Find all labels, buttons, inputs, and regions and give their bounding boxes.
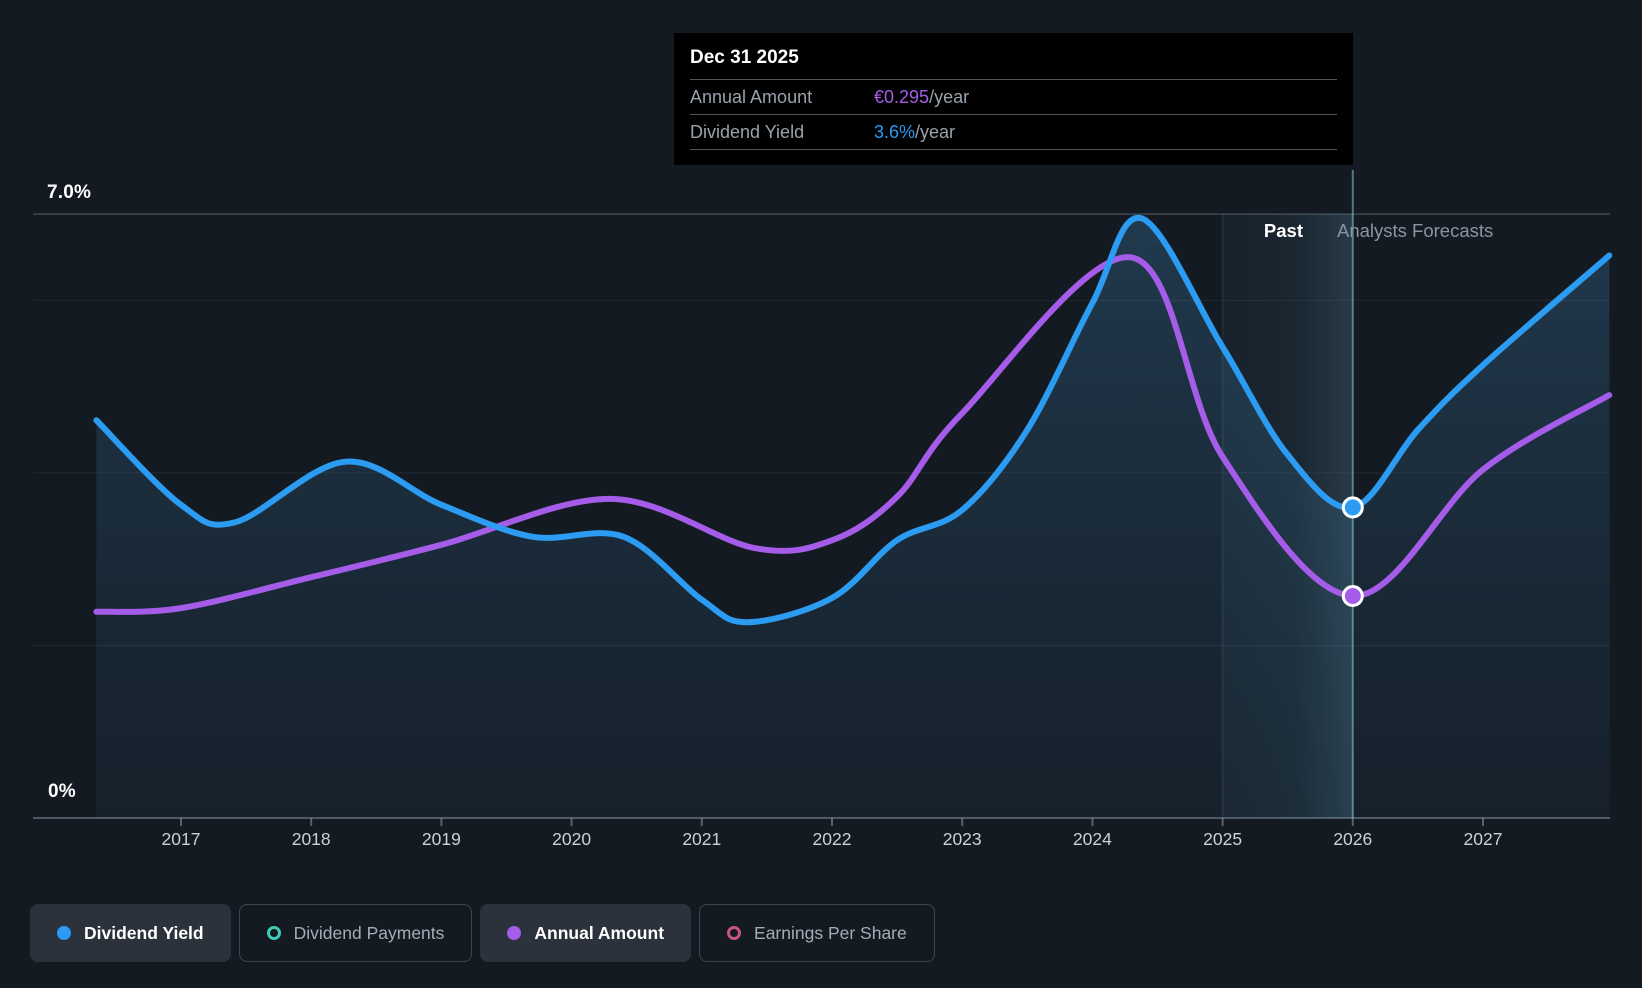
tooltip-value-annual-amount: €0.295 <box>874 86 930 107</box>
past-label: Past <box>1263 220 1303 241</box>
tooltip-label: Annual Amount <box>690 86 813 107</box>
tooltip-date: Dec 31 2025 <box>690 47 799 68</box>
legend-label: Earnings Per Share <box>754 922 907 943</box>
legend-label: Dividend Yield <box>84 922 204 943</box>
x-axis-label-2021: 2021 <box>682 829 722 849</box>
annual-amount-dot-icon <box>507 926 522 940</box>
hover-highlight-band <box>1222 214 1353 819</box>
tooltip-row-dividend-yield: Dividend Yield 3.6%/year <box>690 114 1337 150</box>
analysts-forecasts-label: Analysts Forecasts <box>1337 220 1494 241</box>
x-axis-label-2026: 2026 <box>1333 829 1373 849</box>
legend-item-annual-amount[interactable]: Annual Amount <box>480 904 692 962</box>
legend-item-dividend-payments[interactable]: Dividend Payments <box>238 904 473 962</box>
y-axis-label-top: 7.0% <box>47 182 92 203</box>
earnings-per-share-ring-icon <box>727 926 742 940</box>
tooltip-value-dividend-yield: 3.6% <box>874 121 916 142</box>
dividend-payments-ring-icon <box>266 926 281 940</box>
x-axis-label-2020: 2020 <box>552 829 592 849</box>
legend: Dividend Yield Dividend Payments Annual … <box>30 904 935 962</box>
tooltip-suffix: /year <box>915 121 956 142</box>
y-axis-label-bottom: 0% <box>48 781 76 802</box>
legend-label: Dividend Payments <box>293 922 445 943</box>
tooltip-label: Dividend Yield <box>690 121 805 142</box>
x-axis-label-2018: 2018 <box>291 829 331 849</box>
legend-item-dividend-yield[interactable]: Dividend Yield <box>30 904 231 962</box>
yield-area-fill <box>96 217 1610 818</box>
x-axis-label-2027: 2027 <box>1463 829 1503 849</box>
x-axis-label-2017: 2017 <box>161 829 201 849</box>
dividend-yield-marker[interactable] <box>1341 496 1364 519</box>
x-axis-label-2025: 2025 <box>1203 829 1243 849</box>
dividend-yield-dot-icon <box>57 926 71 940</box>
tooltip-row-annual-amount: Annual Amount €0.295/year <box>690 79 1337 114</box>
x-axis-label-2023: 2023 <box>942 829 982 849</box>
tooltip-suffix: /year <box>929 86 970 107</box>
x-axis-label-2022: 2022 <box>812 829 852 849</box>
legend-item-earnings-per-share[interactable]: Earnings Per Share <box>699 904 935 962</box>
x-axis-label-2024: 2024 <box>1072 829 1112 849</box>
annual-amount-marker[interactable] <box>1341 585 1364 608</box>
x-axis-label-2019: 2019 <box>421 829 461 849</box>
tooltip: Dec 31 2025 Annual Amount €0.295/year Di… <box>674 33 1353 165</box>
legend-label: Annual Amount <box>534 922 665 943</box>
